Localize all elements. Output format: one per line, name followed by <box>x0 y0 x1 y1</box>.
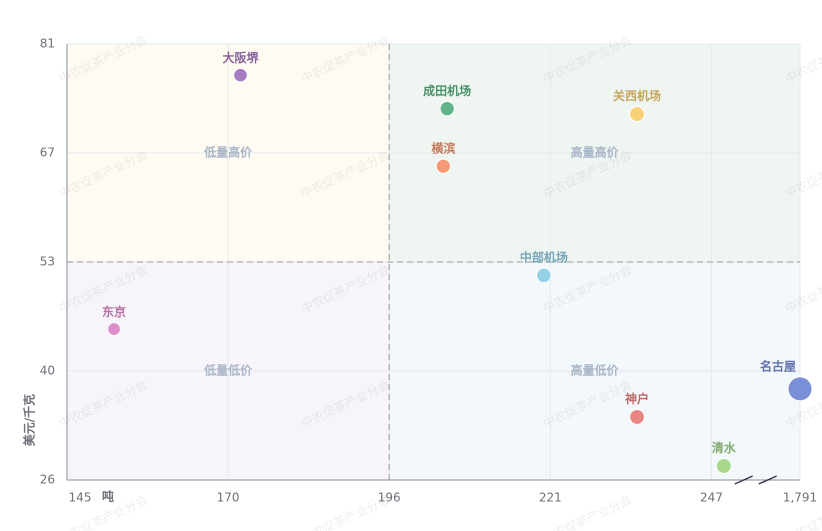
point-label: 横滨 <box>431 141 455 156</box>
x-tick-label: 145 <box>69 491 92 505</box>
y-axis-label: 美元/千克 <box>22 394 37 446</box>
y-tick-label: 81 <box>40 37 55 51</box>
x-tick-label: 221 <box>539 491 562 505</box>
point <box>787 376 813 402</box>
x-tick-label: 1,791 <box>783 491 817 505</box>
axis-break <box>758 475 778 485</box>
point <box>629 409 645 425</box>
x-tick-label: 196 <box>378 491 401 505</box>
point-label: 中部机场 <box>520 250 568 265</box>
point <box>107 322 121 336</box>
point-label: 清水 <box>712 440 737 455</box>
quadrant-label: 高量低价 <box>571 363 620 378</box>
point <box>439 100 455 117</box>
quadrant-label: 低量高价 <box>203 145 253 160</box>
x-axis-label: 吨 <box>102 489 114 504</box>
axis-break <box>734 475 754 485</box>
point <box>536 267 552 284</box>
y-tick-label: 40 <box>40 364 55 378</box>
quadrant-label: 低量低价 <box>203 363 253 378</box>
point <box>629 106 645 122</box>
point-label: 关西机场 <box>613 88 661 103</box>
point <box>435 158 451 174</box>
watermark: 中农促茶产业分会 <box>298 492 391 531</box>
point <box>715 457 732 474</box>
point-label: 神户 <box>625 391 649 406</box>
point-label: 东京 <box>102 304 126 319</box>
point-label: 名古屋 <box>760 358 796 373</box>
quadrant-label: 高量高价 <box>571 145 620 160</box>
point-label: 成田机场 <box>423 83 471 98</box>
y-tick-label: 67 <box>40 146 55 160</box>
x-tick-label: 247 <box>700 491 723 505</box>
point-label: 大阪堺 <box>222 50 259 65</box>
point <box>233 67 248 83</box>
x-tick-label: 170 <box>217 491 240 505</box>
y-tick-label: 26 <box>40 473 55 487</box>
y-tick-label: 53 <box>40 255 55 269</box>
